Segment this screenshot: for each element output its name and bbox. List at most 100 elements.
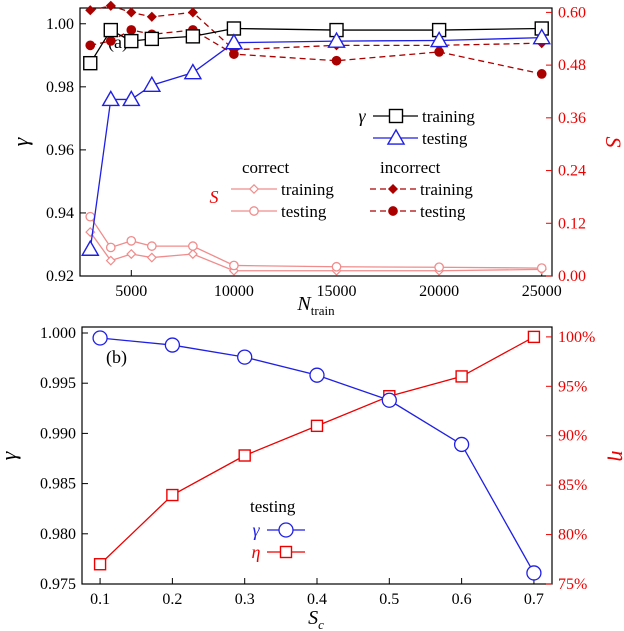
y-right-tick-label: 0.12	[558, 215, 586, 232]
legend-item-label: testing	[281, 202, 327, 221]
y-right-tick-label: 0.00	[558, 268, 586, 285]
plot-frame	[79, 7, 553, 277]
legend-header: correct	[242, 158, 289, 177]
data-point	[188, 241, 198, 251]
legend-item-label: testing	[422, 129, 468, 148]
x-tick-label: 15000	[317, 283, 357, 300]
data-point	[187, 7, 198, 18]
data-point	[526, 565, 542, 581]
y-tick-label: 0.96	[46, 142, 74, 159]
x-tick-label: 0.4	[307, 591, 327, 608]
legend-marker	[279, 545, 293, 559]
y-tick-label: 0.92	[46, 268, 74, 285]
data-point	[93, 558, 107, 571]
x-axis-title-main: N	[296, 293, 312, 315]
y-tick-label: 0.990	[40, 425, 76, 442]
panel-b: 0.1 0.2 0.3 0.4 0.5 0.6 0.7 0.975 0.980 0.985 0.99…	[0, 325, 624, 631]
x-tick-label: 0.6	[452, 591, 472, 608]
data-point	[309, 367, 325, 383]
series-line	[89, 216, 542, 269]
panel-a: 5000 10000 15000 20000 25000 0.92 0.94 0.96 0.98…	[8, 0, 624, 318]
data-point	[434, 262, 444, 273]
y-tick-label: 0.985	[40, 476, 76, 493]
legend-marker	[278, 522, 294, 538]
legend-item-label: training	[281, 180, 334, 199]
data-point	[105, 0, 116, 11]
data-point	[381, 392, 397, 408]
data-point	[105, 36, 116, 46]
data-point	[226, 21, 242, 36]
data-point	[83, 55, 98, 71]
x-tick-label: 0.1	[90, 591, 110, 608]
y-axis-title: γ	[8, 136, 33, 146]
legend-symbol-label: S	[210, 187, 219, 207]
legend-item-label: γ	[252, 520, 260, 540]
legend-item-label: training	[422, 107, 475, 126]
y-right-tick-label: 0.60	[558, 4, 586, 21]
y-right-tick-label: 0.48	[558, 57, 586, 74]
legend-marker	[388, 206, 398, 216]
x-tick-label: 5000	[115, 283, 147, 300]
y-axis-title: γ	[0, 450, 21, 460]
legend-marker	[249, 206, 259, 216]
x-axis-title-sub: train	[311, 303, 335, 318]
y-right-axis-title: η	[607, 451, 624, 462]
data-point	[229, 260, 239, 271]
data-point	[310, 419, 324, 433]
data-point	[146, 241, 157, 251]
y-right-tick-label: 100%	[558, 329, 595, 346]
x-tick-label: 20000	[419, 283, 459, 300]
data-point	[164, 337, 181, 353]
data-point	[527, 330, 541, 344]
y-tick-label: 0.975	[40, 576, 76, 593]
x-tick-label: 10000	[214, 283, 254, 300]
data-point	[434, 47, 444, 57]
data-point	[122, 89, 141, 107]
legend-item-label: testing	[420, 202, 466, 221]
y-right-tick-label: 90%	[558, 428, 587, 445]
data-point	[105, 255, 116, 266]
y-right-tick-label: 0.36	[558, 110, 586, 127]
legend-item-label: training	[420, 180, 473, 199]
data-point	[237, 349, 253, 365]
legend-title: testing	[250, 497, 296, 516]
data-point	[536, 69, 547, 79]
data-point	[105, 242, 116, 253]
x-tick-label: 0.3	[235, 591, 255, 608]
legend-symbol-label: γ	[358, 106, 366, 126]
data-point	[146, 11, 157, 22]
data-point	[238, 449, 251, 462]
y-right-tick-label: 85%	[558, 477, 587, 494]
y-right-tick-label: 0.24	[558, 163, 586, 180]
x-axis-title: Ntrain	[296, 293, 335, 318]
y-right-tick-label: 80%	[558, 527, 587, 544]
data-point	[327, 31, 346, 48]
data-point	[126, 7, 137, 18]
data-point	[532, 28, 551, 45]
series-line	[90, 29, 542, 75]
data-point	[101, 89, 121, 107]
data-point	[229, 49, 239, 59]
panel-label: (b)	[106, 347, 127, 368]
legend-gamma: γ training testing	[358, 106, 475, 148]
x-tick-label: 0.7	[524, 591, 544, 608]
legend-item-label: η	[252, 542, 261, 562]
y-tick-label: 1.00	[46, 16, 74, 33]
y-tick-label: 0.995	[40, 375, 76, 392]
legend-marker	[387, 183, 399, 195]
data-point	[126, 25, 137, 35]
x-tick-label: 0.2	[162, 591, 182, 608]
data-point	[331, 55, 342, 66]
y-right-tick-label: 95%	[558, 378, 587, 395]
data-point	[142, 75, 162, 92]
data-point	[126, 248, 137, 260]
data-point	[187, 248, 198, 260]
x-tick-label: 25000	[522, 283, 562, 300]
series-line	[89, 231, 542, 272]
y-tick-label: 0.98	[46, 79, 74, 96]
data-point	[331, 261, 342, 272]
data-point	[92, 330, 108, 346]
data-point	[103, 22, 118, 38]
